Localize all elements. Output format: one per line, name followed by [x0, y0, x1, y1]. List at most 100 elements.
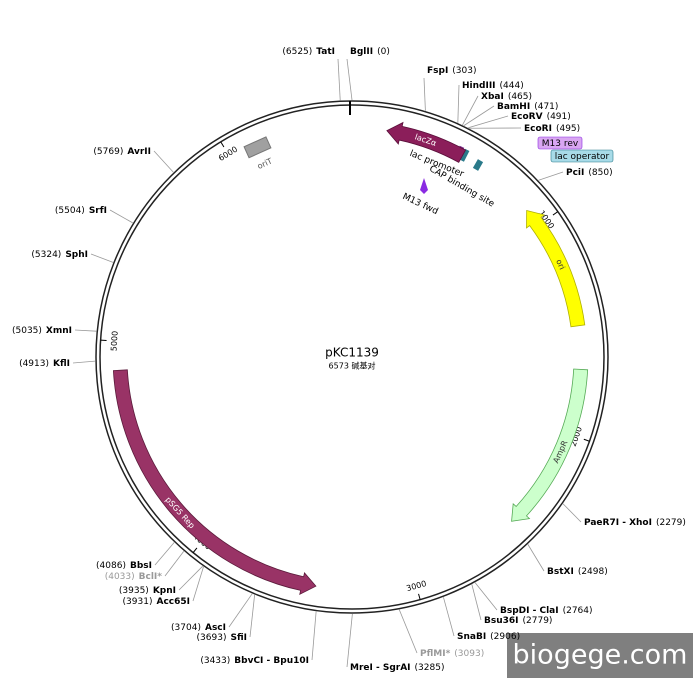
site-leader — [468, 115, 509, 129]
site-name: KpnI — [153, 586, 176, 596]
site-leader — [457, 84, 460, 123]
site-name: PaeR7I - XhoI — [584, 518, 652, 528]
site-name: MreI - SgrAI — [350, 663, 411, 673]
site-name: KflI — [53, 359, 70, 369]
site-position: (850) — [588, 168, 612, 178]
site-leader — [337, 58, 341, 101]
site-label: (5035) XmnI — [12, 326, 72, 336]
site-leader — [311, 611, 317, 661]
site-leader — [90, 253, 114, 263]
site-label: PciI (850) — [566, 168, 613, 178]
scale-tick — [220, 141, 225, 148]
site-name: Acc65I — [156, 597, 190, 607]
site-leader — [109, 209, 133, 224]
feature-arrow — [511, 368, 589, 522]
site-position: (471) — [534, 102, 558, 112]
site-label: (3931) Acc65I — [123, 597, 190, 607]
site-position: (3935) — [119, 586, 149, 596]
feature-arrow — [386, 121, 467, 163]
watermark: biogege.com — [513, 640, 688, 671]
site-name: PflMI* — [420, 649, 451, 659]
site-label: BspDI - ClaI (2764) — [500, 606, 593, 616]
site-leader — [74, 329, 97, 332]
feature-arrow — [112, 369, 317, 596]
site-name: TatI — [316, 47, 335, 57]
site-position: (3704) — [171, 623, 201, 633]
feature-arrow — [526, 209, 586, 328]
site-position: (495) — [556, 124, 580, 134]
site-position: (3433) — [200, 656, 230, 666]
site-leader — [178, 565, 203, 591]
site-position: (6525) — [282, 47, 312, 57]
scale-tick-label: 6000 — [217, 145, 239, 163]
m13-rev-box — [537, 136, 583, 150]
site-label: (6525) TatI — [282, 47, 335, 57]
site-name: SnaBI — [457, 632, 486, 642]
site-position: (3931) — [123, 597, 153, 607]
site-label: SnaBI (2906) — [457, 632, 520, 642]
site-name: Bsu36I — [484, 616, 519, 626]
cap-site-box — [472, 159, 484, 171]
site-position: (2779) — [523, 616, 553, 626]
site-label: (4913) KflI — [19, 359, 70, 369]
site-name: BclI* — [139, 572, 163, 582]
lac-operator-label: lac operator — [555, 152, 610, 162]
m13-rev-label: M13 rev — [542, 139, 579, 149]
m13-fwd-arrow — [420, 178, 428, 194]
site-label: PflMI* (3093) — [420, 649, 484, 659]
site-name: BbsI — [130, 561, 152, 571]
site-leader — [471, 584, 482, 621]
site-leader — [463, 105, 495, 126]
site-position: (491) — [547, 112, 571, 122]
site-name: XmnI — [46, 326, 72, 336]
scale-tick — [418, 593, 421, 600]
site-label: EcoRI (495) — [524, 124, 580, 134]
site-leader — [164, 551, 185, 577]
site-name: SfiI — [230, 633, 247, 643]
site-label: MreI - SgrAI (3285) — [350, 663, 444, 673]
site-position: (4913) — [19, 359, 49, 369]
site-label: BglII (0) — [350, 47, 390, 57]
site-leader — [153, 150, 174, 173]
site-label: BamHI (471) — [497, 102, 558, 112]
lac-operator-box — [550, 149, 614, 163]
site-label: Bsu36I (2779) — [484, 616, 552, 626]
scale-tick-label: 3000 — [405, 579, 427, 593]
site-leader — [474, 582, 498, 611]
scale-tick — [552, 211, 559, 216]
backbone-inner — [99, 104, 605, 610]
site-name: EcoRV — [511, 112, 543, 122]
site-leader — [562, 503, 582, 523]
site-label: BstXI (2498) — [547, 567, 608, 577]
plasmid-length: 6573 碱基对 — [329, 361, 376, 371]
site-position: (5035) — [12, 326, 42, 336]
site-position: (465) — [508, 92, 532, 102]
site-position: (3693) — [197, 633, 227, 643]
site-name: BamHI — [497, 102, 530, 112]
site-position: (5324) — [31, 250, 61, 260]
site-leader — [398, 609, 418, 654]
site-leader — [443, 597, 455, 637]
feature-box — [243, 136, 272, 159]
site-leader — [192, 566, 204, 602]
site-leader — [527, 544, 545, 572]
site-leader — [154, 542, 175, 566]
site-position: (0) — [377, 47, 390, 57]
plasmid-name: pKC1139 — [325, 346, 379, 360]
site-label: (5769) AvrII — [93, 147, 151, 157]
site-position: (4086) — [96, 561, 126, 571]
site-position: (2764) — [563, 606, 593, 616]
site-position: (444) — [500, 81, 524, 91]
site-label: (5504) SrfI — [55, 206, 107, 216]
site-position: (2279) — [656, 518, 686, 528]
site-leader — [228, 593, 253, 628]
scale-tick — [192, 547, 198, 553]
site-position: (3093) — [454, 649, 484, 659]
site-name: PciI — [566, 168, 584, 178]
site-position: (303) — [452, 66, 476, 76]
site-label: (3693) SfiI — [197, 633, 247, 643]
scale-tick-label: 5000 — [109, 331, 119, 352]
site-label: (3935) KpnI — [119, 586, 176, 596]
site-name: AscI — [205, 623, 226, 633]
site-position: (5504) — [55, 206, 85, 216]
